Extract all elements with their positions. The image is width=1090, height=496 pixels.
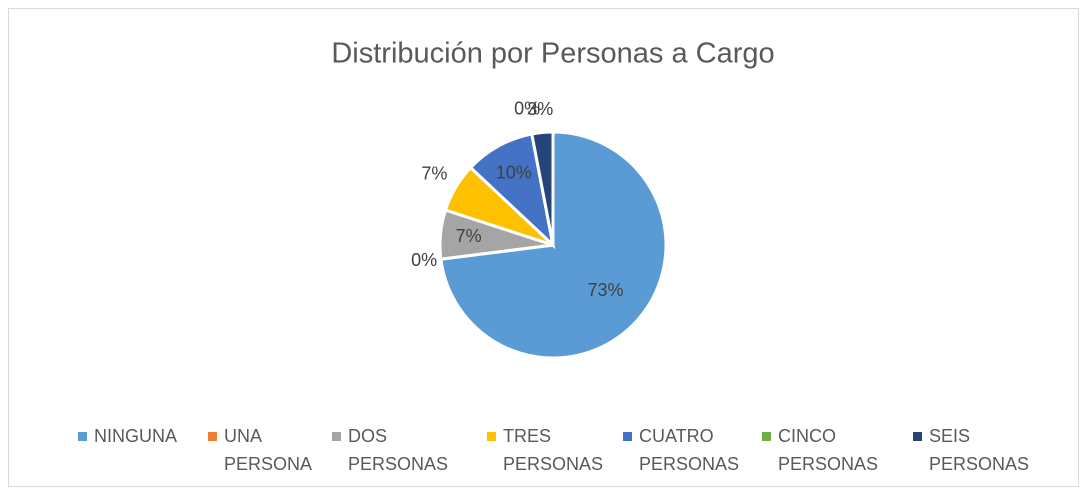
- data-label: 3%: [527, 99, 553, 119]
- legend-label: CINCO PERSONAS: [778, 426, 879, 474]
- data-label: 0%: [411, 250, 437, 270]
- legend-label: CUATRO PERSONAS: [639, 426, 740, 474]
- chart-frame: [8, 8, 1079, 487]
- legend-swatch: [762, 432, 771, 441]
- legend-item: SEIS PERSONAS: [909, 422, 1059, 478]
- chart-title: Distribución por Personas a Cargo: [331, 38, 774, 70]
- legend-label: UNA PERSONA: [224, 426, 313, 474]
- legend-item: NINGUNA: [74, 422, 202, 450]
- legend-swatch: [487, 432, 496, 441]
- data-label: 7%: [456, 226, 482, 246]
- legend-item: DOS PERSONAS: [328, 422, 483, 478]
- legend-label: TRES PERSONAS: [503, 426, 604, 474]
- legend-item: UNA PERSONA: [204, 422, 324, 478]
- legend-label: SEIS PERSONAS: [929, 426, 1030, 474]
- legend-item: CINCO PERSONAS: [758, 422, 909, 478]
- data-label: 7%: [421, 164, 447, 184]
- legend-label: DOS PERSONAS: [348, 426, 449, 474]
- legend-swatch: [208, 432, 217, 441]
- data-label: 73%: [588, 280, 624, 300]
- data-label: 10%: [496, 162, 532, 182]
- legend-swatch: [78, 432, 87, 441]
- data-label: 0%: [514, 98, 540, 118]
- legend-swatch: [913, 432, 922, 441]
- legend-swatch: [623, 432, 632, 441]
- legend-label: NINGUNA: [94, 426, 178, 446]
- pie-slice: [530, 130, 555, 246]
- legend-swatch: [332, 432, 341, 441]
- legend-item: TRES PERSONAS: [483, 422, 619, 478]
- legend-item: CUATRO PERSONAS: [619, 422, 758, 478]
